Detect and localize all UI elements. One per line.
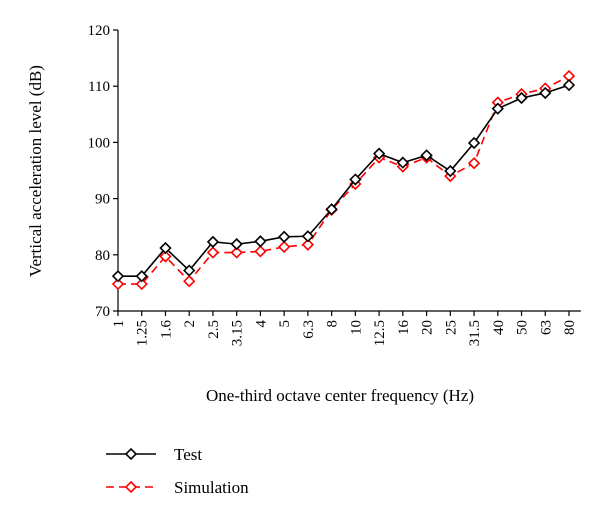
x-tick-label: 4 <box>253 320 269 328</box>
series-test-point <box>278 230 291 243</box>
axes <box>117 30 581 312</box>
series-test-point <box>562 78 576 92</box>
series-simulation <box>111 69 576 291</box>
series-test <box>111 78 576 283</box>
y-ticks: 70 80 90 100 110 120 <box>88 23 118 320</box>
x-tick-label: 25 <box>443 320 459 335</box>
series-test-point <box>515 91 528 105</box>
x-tick-label: 1.6 <box>158 320 174 339</box>
x-tick-label: 50 <box>515 320 531 335</box>
series-test-point <box>396 156 409 169</box>
legend-test-marker <box>124 447 138 461</box>
series-layer <box>111 69 576 291</box>
series-simulation-point <box>183 275 196 288</box>
series-test-point <box>183 264 196 277</box>
series-simulation-point <box>254 245 267 258</box>
legend-item-simulation: Simulation <box>106 478 249 497</box>
series-simulation-point <box>467 157 481 170</box>
legend-item-test: Test <box>106 445 202 464</box>
x-tick-label: 12.5 <box>372 320 388 346</box>
series-test-point <box>325 203 338 216</box>
legend-test-label: Test <box>174 445 202 464</box>
x-axis-title: One-third octave center frequency (Hz) <box>206 386 474 405</box>
series-test-point <box>135 270 148 283</box>
y-tick-label: 120 <box>88 23 111 39</box>
x-tick-label: 40 <box>491 320 507 335</box>
y-tick-label: 110 <box>88 79 110 95</box>
legend-simulation-label: Simulation <box>174 478 249 497</box>
x-tick-label: 2 <box>182 320 198 328</box>
y-tick-label: 70 <box>95 304 110 320</box>
series-test-point <box>206 235 220 249</box>
x-tick-label: 16 <box>396 320 412 336</box>
series-test-point <box>254 235 267 248</box>
series-simulation-point <box>278 240 291 254</box>
series-simulation-line <box>118 75 570 285</box>
series-test-point <box>349 173 362 186</box>
legend: Test Simulation <box>106 445 249 497</box>
x-tick-label: 8 <box>325 320 341 328</box>
series-simulation-point <box>159 250 172 263</box>
series-simulation-point <box>230 246 243 259</box>
legend-simulation-marker <box>124 480 138 494</box>
series-test-line <box>118 84 570 277</box>
series-test-point <box>444 164 457 178</box>
y-tick-label: 90 <box>95 192 110 208</box>
series-test-point <box>491 102 504 115</box>
series-simulation-point <box>301 238 315 251</box>
series-test-point <box>372 147 386 160</box>
series-test-point <box>111 270 125 283</box>
x-tick-label: 2.5 <box>206 320 222 339</box>
series-test-point <box>467 136 481 150</box>
y-tick-label: 80 <box>95 248 110 264</box>
x-ticks: 1 1.25 1.6 2 2.5 3.15 4 5 6.3 8 10 12.5 16 20 25 31.5 40… <box>111 311 578 346</box>
x-tick-label: 20 <box>420 320 436 335</box>
series-simulation-point <box>135 277 148 291</box>
series-test-point <box>301 230 315 243</box>
series-simulation-point <box>111 277 125 291</box>
x-tick-label: 63 <box>538 320 554 335</box>
series-test-point <box>230 237 243 251</box>
series-test-point <box>420 149 433 162</box>
series-simulation-point <box>206 246 220 259</box>
series-test-point <box>159 241 172 255</box>
x-tick-label: 1.25 <box>135 320 151 346</box>
x-tick-label: 3.15 <box>230 320 246 346</box>
y-axis-title: Vertical acceleration level (dB) <box>26 65 45 277</box>
x-tick-label: 6.3 <box>301 320 317 339</box>
series-test-point <box>539 86 552 100</box>
x-tick-label: 31.5 <box>467 320 483 346</box>
y-tick-label: 100 <box>88 135 111 151</box>
x-tick-label: 1 <box>111 320 127 328</box>
x-tick-label: 5 <box>277 320 293 328</box>
x-tick-label: 10 <box>348 320 364 335</box>
x-tick-label: 80 <box>562 320 578 335</box>
